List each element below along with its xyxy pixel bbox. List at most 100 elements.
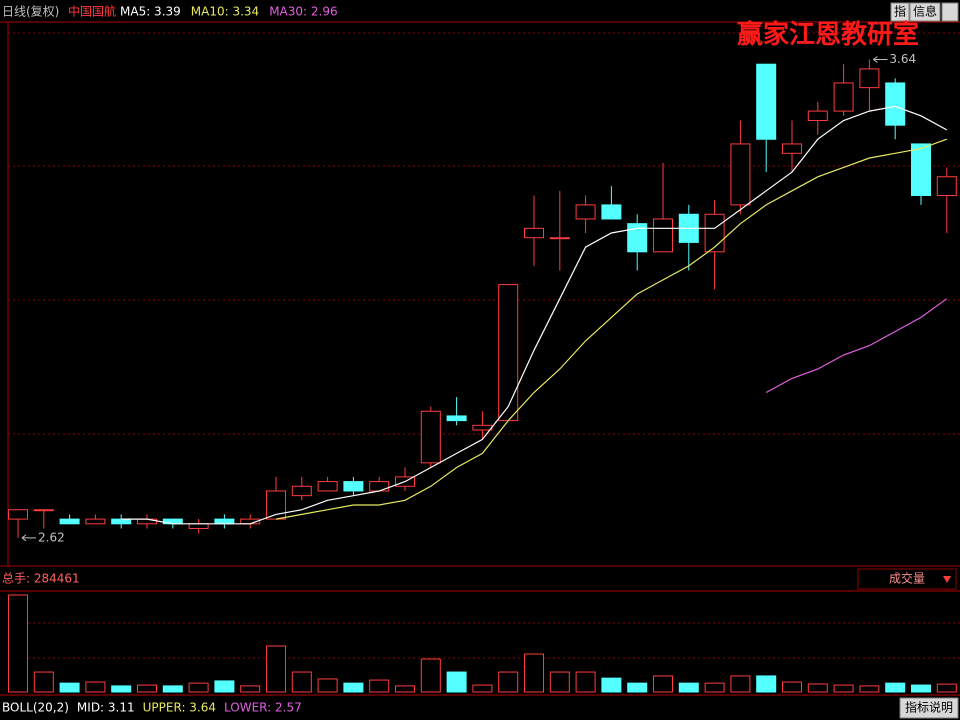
volume-bar [756,675,777,693]
candle-body [291,485,312,497]
candle-body [601,204,622,220]
ma-legend-item: MA30: 2.96 [269,5,337,19]
volume-bar [549,671,570,693]
button-bg[interactable] [909,2,941,22]
volume-bar [214,680,235,693]
candle-body [369,481,390,492]
volume-bar [162,685,183,693]
candle-body [266,490,286,520]
volume-bar [678,682,699,693]
volume-bar [446,671,467,693]
volume-bar [575,671,596,693]
ma-legend: MA5: 3.39 MA10: 3.34 MA30: 2.96 [120,5,338,19]
candle-body [549,237,570,240]
volume-bar [188,682,209,693]
volume-bar [704,682,725,693]
volume-bar [472,684,493,693]
candle-body [936,176,957,197]
volume-bar [936,683,957,693]
volume-bar [420,658,441,693]
ma-legend-item: MA5: 3.39 [120,5,181,19]
candle-body [756,63,777,140]
button[interactable]: 信息 [913,4,937,19]
candle-body [704,213,725,253]
volume-bar [266,645,286,693]
selector-box[interactable] [857,568,957,590]
period: 日线(复权) [2,5,59,19]
ma-line [765,298,948,394]
volume-bar [291,671,312,693]
volume-bar [524,653,544,693]
volume-bar [240,685,261,693]
volume-bar [111,685,132,693]
button-bg[interactable] [941,2,959,22]
button-bg[interactable] [890,2,910,22]
candle-body [59,518,80,525]
volume-bar [33,671,54,693]
candle-body [317,481,338,492]
volume-bar [498,671,519,693]
indicator-item: MID: 3.11 [77,701,135,715]
volume-bar [885,682,906,693]
volume-bar [627,682,648,693]
candle-body [911,143,931,197]
candle-body [343,481,364,492]
candle-body [524,227,544,239]
volume-bar [369,679,390,693]
volume-bar [653,675,673,693]
ma-line [275,138,948,520]
volume-selector[interactable]: 成交量 [889,571,925,586]
candle-body [885,82,906,126]
marker-label: 2.62 [38,530,65,544]
candle-body [782,143,802,154]
dropdown-arrow[interactable] [943,576,951,583]
indicator-item: BOLL(20,2) [2,701,69,715]
stock-name: 中国国航 [68,4,116,19]
ma-line [121,105,948,525]
volume-bar [807,683,828,693]
help-button[interactable]: 指标说明 [905,700,953,715]
volume-bar [833,684,854,693]
volume-bar [343,682,364,693]
candle-body [85,518,106,525]
button-bg[interactable] [899,697,959,719]
volume-bar [859,685,880,693]
candle-body [859,68,880,89]
button[interactable]: 指 [894,4,906,19]
marker-arrow [873,56,888,63]
volume-bar [730,675,751,693]
candle-body [188,523,209,529]
candle-body [807,110,828,121]
volume-bar [911,684,931,693]
candle-body [653,218,673,253]
candle-body [498,284,519,422]
candle-body [420,410,441,464]
marker-arrow [21,534,36,542]
volume-bar [85,681,106,693]
volume-label: 总手: 284461 [2,572,80,586]
candle-body [575,204,596,220]
candle-body [446,415,467,422]
candle-body [627,223,648,253]
volume-bar [59,682,80,693]
volume-bar [137,684,157,693]
volume-bar [8,594,28,693]
candle-body [472,424,493,431]
candle-body [214,518,235,525]
marker-label: 3.64 [889,52,916,66]
candle-body [730,143,751,206]
watermark: 赢家江恩教研室 [737,19,919,50]
candle-body [833,82,854,112]
indicator-legend: BOLL(20,2) MID: 3.11 UPPER: 3.64 LOWER: 2.5… [2,701,302,715]
volume-bar [395,685,415,693]
indicator-item: LOWER: 2.57 [224,701,302,715]
candle-body [33,509,54,512]
volume-bar [601,677,622,693]
indicator-item: UPPER: 3.64 [143,701,216,715]
volume-bar [782,681,802,693]
candle-body [111,518,132,525]
volume-bar [317,678,338,693]
